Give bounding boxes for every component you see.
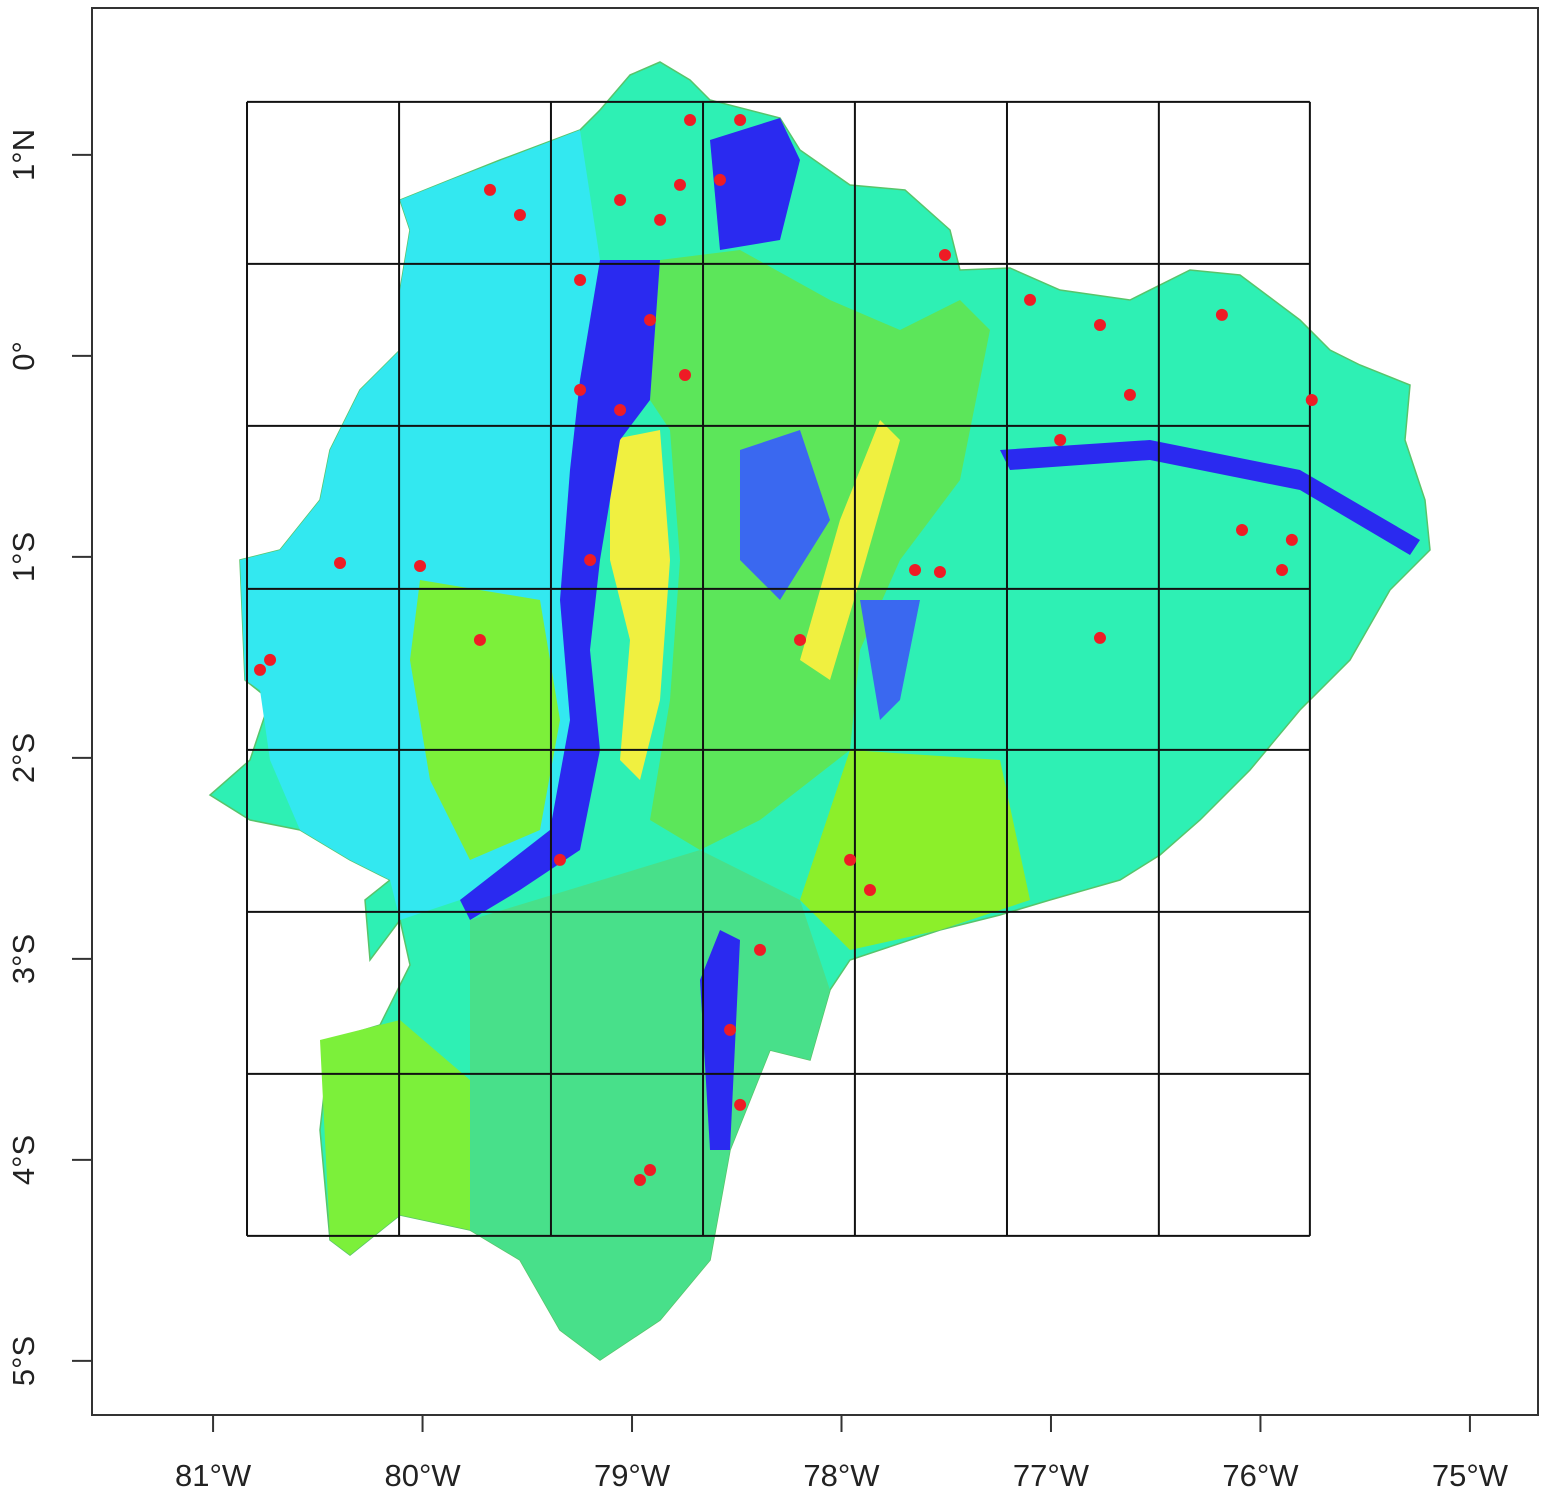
occurrence-point	[633, 1174, 646, 1187]
occurrence-point	[264, 653, 277, 666]
occurrence-point	[644, 313, 657, 326]
occurrence-point	[1236, 523, 1249, 536]
river-blue	[1000, 440, 1420, 555]
highland-green	[650, 250, 990, 850]
y-tick-label: 0°	[6, 341, 41, 371]
occurrence-point	[614, 193, 627, 206]
occurrence-point	[614, 404, 627, 416]
plot-frame	[91, 7, 1539, 1416]
y-tick-label: 4°S	[6, 1135, 41, 1185]
occurrence-point	[644, 1163, 657, 1176]
river-blue	[700, 930, 740, 1150]
occurrence-point	[754, 943, 767, 956]
occurrence-point	[1024, 293, 1037, 306]
blue-zone	[860, 600, 920, 720]
occurrence-point	[1276, 563, 1289, 576]
occurrence-point	[1215, 308, 1228, 321]
occurrence-point	[1285, 533, 1298, 546]
occurrence-point	[714, 173, 727, 186]
x-tick-label: 77°W	[1013, 1458, 1090, 1493]
x-tick-label: 80°W	[384, 1458, 461, 1493]
x-tick-label: 78°W	[803, 1458, 880, 1493]
andes-blue	[710, 118, 800, 250]
occurrence-point	[484, 183, 497, 196]
y-tick-label: 5°S	[6, 1336, 41, 1386]
occurrence-point	[574, 383, 587, 396]
occurrence-point	[909, 563, 922, 576]
lowland-green	[410, 580, 560, 860]
x-tick-label: 76°W	[1222, 1458, 1299, 1493]
blue-zone	[740, 430, 830, 600]
country-shape	[208, 61, 1431, 1361]
occurrence-point	[679, 369, 692, 382]
occurrence-point	[1093, 318, 1106, 331]
occurrence-point	[1305, 393, 1318, 406]
occurrence-point	[938, 249, 951, 262]
occurrence-point	[794, 633, 807, 646]
occurrence-point	[584, 553, 597, 566]
x-tick-label: 79°W	[594, 1458, 671, 1493]
occurrence-point	[473, 633, 486, 646]
occurrence-point	[513, 209, 526, 222]
south-highland	[470, 850, 830, 1360]
coast-zone	[240, 130, 600, 920]
occurrence-point	[553, 853, 566, 866]
x-tick-label: 75°W	[1432, 1458, 1509, 1493]
occurrence-point	[933, 566, 946, 579]
y-tick-label: 2°S	[6, 733, 41, 783]
x-tick-label: 81°W	[175, 1458, 252, 1493]
y-tick-label: 1°S	[6, 532, 41, 582]
occurrence-point	[1123, 388, 1136, 401]
yellow-zone	[610, 430, 670, 780]
occurrence-point	[414, 559, 427, 572]
occurrence-point	[253, 663, 266, 676]
occurrence-point	[574, 273, 587, 286]
south-green	[320, 1020, 470, 1255]
east-green	[800, 750, 1030, 950]
occurrence-point	[334, 556, 347, 569]
occurrence-point	[844, 853, 857, 866]
occurrence-point	[673, 178, 686, 191]
occurrence-point	[863, 883, 876, 896]
y-tick-label: 1°N	[6, 129, 41, 181]
occurrence-point	[684, 113, 697, 126]
yellow-zone	[800, 420, 900, 680]
occurrence-point	[724, 1023, 737, 1036]
occurrence-point	[654, 213, 667, 226]
occurrence-point	[734, 1098, 747, 1111]
occurrence-point	[1054, 433, 1067, 446]
occurrence-point	[1093, 631, 1106, 644]
occurrence-point	[734, 113, 747, 126]
y-tick-label: 3°S	[6, 934, 41, 984]
